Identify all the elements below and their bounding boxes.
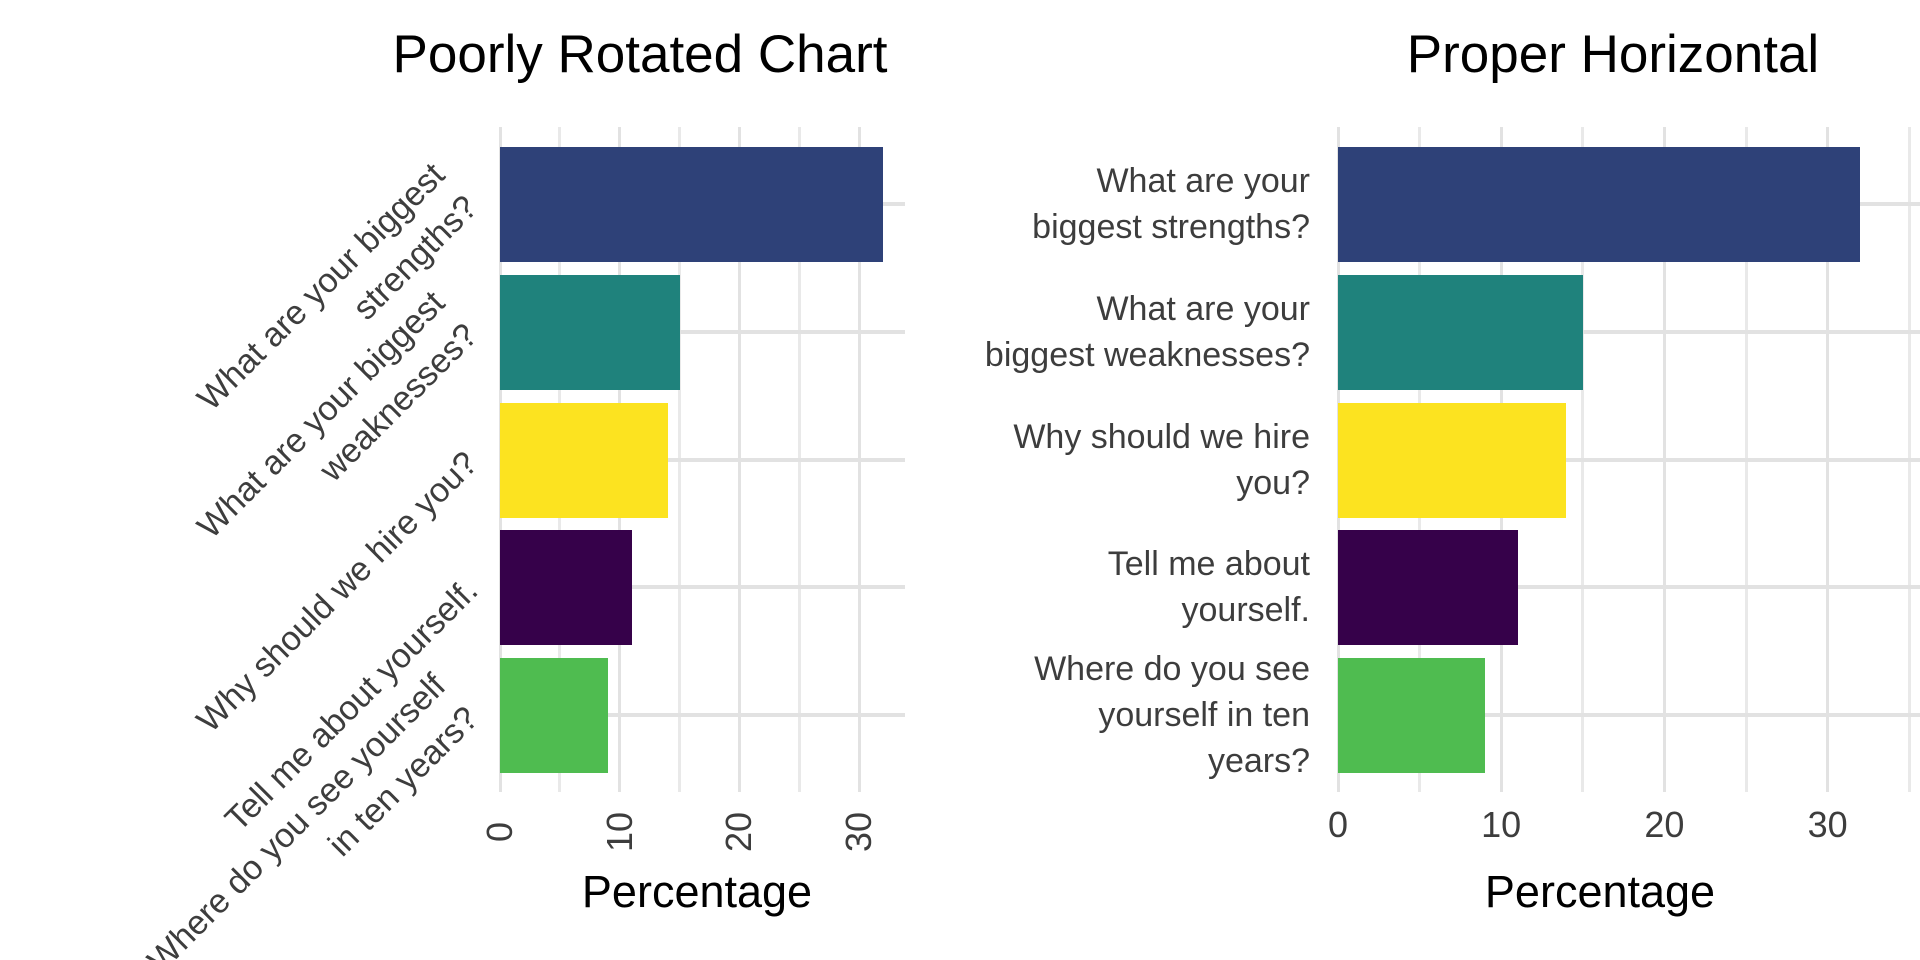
- right-x-axis-title: Percentage: [1484, 866, 1716, 917]
- bar: [1338, 146, 1861, 262]
- category-label: Why should we hire you?: [1013, 418, 1310, 502]
- x-tick-label: 30: [838, 811, 880, 853]
- left-x-axis-title: Percentage: [581, 866, 813, 917]
- x-tick-label: 0: [479, 821, 520, 843]
- bar: [1338, 274, 1583, 390]
- bar: [1338, 657, 1485, 773]
- x-tick-label: 20: [718, 811, 760, 853]
- x-tick-label: 20: [1644, 804, 1685, 845]
- bar: [500, 274, 680, 390]
- bar: [500, 529, 632, 645]
- gridline-major-horizontal: [500, 713, 905, 717]
- category-label: Tell me about yourself.: [1107, 545, 1310, 629]
- right-chart-title: Proper Horizontal: [1406, 25, 1820, 84]
- x-tick-label: 10: [1481, 804, 1522, 845]
- category-label: Where do you see yourself in ten years?: [1034, 650, 1310, 780]
- bar: [500, 657, 608, 773]
- bar: [500, 402, 668, 518]
- gridline-major-horizontal: [1338, 458, 1920, 462]
- gridline-major-horizontal: [500, 585, 905, 589]
- gridline-major-horizontal: [500, 458, 905, 462]
- category-label: What are your biggest strengths?: [1032, 162, 1310, 246]
- category-label: What are your biggest weaknesses?: [984, 290, 1310, 374]
- bar: [1338, 529, 1518, 645]
- x-tick-label: 30: [1807, 804, 1848, 845]
- gridline-major-horizontal: [1338, 713, 1920, 717]
- gridline-major-horizontal: [1338, 330, 1920, 334]
- x-tick-label: 10: [598, 811, 640, 853]
- left-chart-title: Poorly Rotated Chart: [392, 25, 888, 84]
- gridline-major-horizontal: [1338, 585, 1920, 589]
- bar: [1338, 402, 1567, 518]
- x-tick-label: 0: [1327, 804, 1349, 845]
- bar: [500, 146, 884, 262]
- gridline-major-horizontal: [500, 330, 905, 334]
